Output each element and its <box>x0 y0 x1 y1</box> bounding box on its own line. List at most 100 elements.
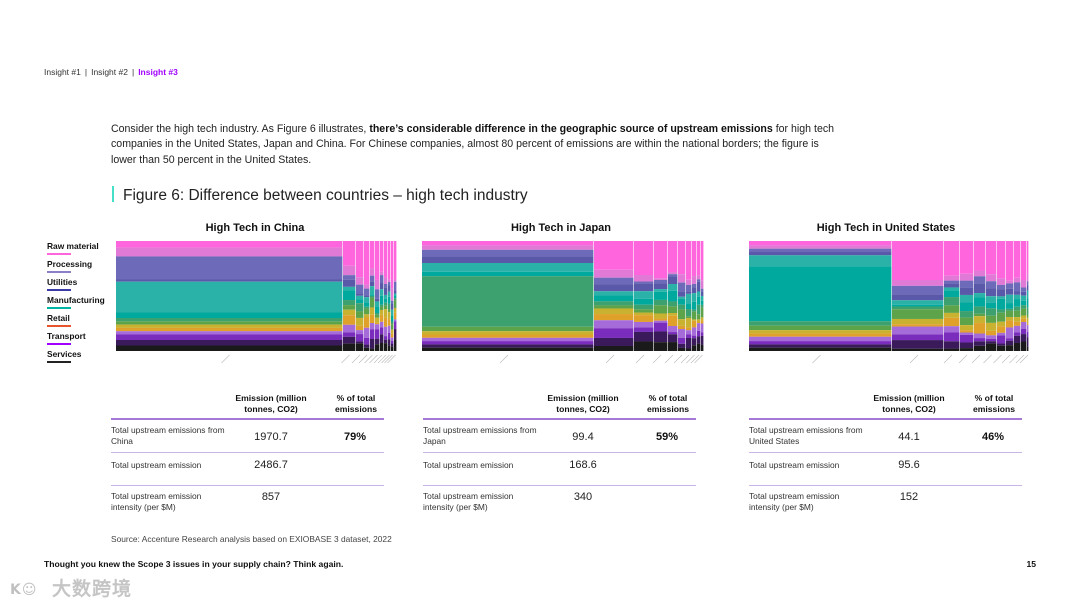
row-emission: 2486.7 <box>254 459 288 471</box>
breadcrumb-insight-3[interactable]: Insight #3 <box>138 67 178 77</box>
mekko-segment <box>701 323 704 333</box>
breadcrumb: Insight #1 | Insight #2 | Insight #3 <box>44 67 178 77</box>
mekko-segment <box>892 280 944 286</box>
mekko-segment <box>594 284 634 292</box>
row-pct: 79% <box>343 431 367 443</box>
mekko-segment <box>364 344 370 348</box>
row-emission: 152 <box>899 491 919 503</box>
mekko-chart-united-states <box>749 241 1029 364</box>
mekko-segment <box>974 345 986 351</box>
mekko-segment <box>594 291 634 296</box>
divider <box>749 452 1022 453</box>
legend-item-processing: Processing <box>47 259 105 277</box>
mekko-segment <box>692 338 697 346</box>
row-label: Total upstream emissions from Japan <box>423 425 537 446</box>
mekko-segment <box>654 318 668 321</box>
mekko-segment <box>634 291 654 299</box>
mekko-segment <box>116 345 343 351</box>
mekko-segment <box>974 276 986 284</box>
mekko-segment <box>986 315 997 323</box>
mekko-segment <box>394 319 397 322</box>
mekko-segment <box>686 327 692 331</box>
legend-label: Retail <box>47 313 70 323</box>
mekko-segment <box>391 324 394 330</box>
mekko-segment <box>391 241 394 289</box>
mekko-segment <box>1014 277 1021 283</box>
mekko-segment <box>997 298 1006 310</box>
row-emission: 44.1 <box>898 431 920 443</box>
mekko-segment <box>697 296 701 305</box>
mekko-segment <box>594 314 634 321</box>
mekko-segment <box>892 241 944 281</box>
mekko-segment <box>356 295 364 300</box>
header-emission: Emission (million tonnes, CO2) <box>547 393 619 414</box>
mekko-segment <box>960 287 974 295</box>
mekko-segment <box>749 248 892 252</box>
mekko-segment <box>997 241 1006 279</box>
mekko-segment <box>697 281 701 292</box>
mekko-segment <box>944 348 960 351</box>
mekko-tick <box>943 354 953 364</box>
header-emission: Emission (million tonnes, CO2) <box>235 393 307 414</box>
mekko-tick <box>499 354 509 364</box>
mekko-segment <box>1021 305 1027 309</box>
mekko-segment <box>343 279 356 287</box>
mekko-segment <box>391 337 394 341</box>
mekko-segment <box>974 323 986 334</box>
mekko-segment <box>422 341 594 345</box>
mekko-segment <box>594 295 634 302</box>
mekko-segment <box>668 325 678 333</box>
mekko-segment <box>343 315 356 325</box>
mekko-segment <box>654 322 668 332</box>
mekko-segment <box>1027 298 1029 308</box>
breadcrumb-insight-2[interactable]: Insight #2 <box>91 67 128 77</box>
mekko-segment <box>668 272 678 275</box>
mekko-tick <box>377 354 387 364</box>
mekko-segment <box>343 324 356 333</box>
watermark: K☺ 大数跨境 <box>10 574 132 601</box>
mekko-segment <box>944 287 960 291</box>
legend-label: Services <box>47 349 82 359</box>
mekko-segment <box>116 331 343 335</box>
mekko-segment <box>388 279 391 283</box>
mekko-segment <box>634 315 654 322</box>
mekko-segment <box>1006 294 1014 304</box>
mekko-segment <box>634 281 654 284</box>
mekko-segment <box>986 343 997 351</box>
legend-swatch <box>47 343 71 345</box>
mekko-segment <box>364 297 370 303</box>
legend-label: Transport <box>47 331 86 341</box>
mekko-segment <box>692 287 697 294</box>
mekko-segment <box>116 312 343 318</box>
mekko-segment <box>749 255 892 267</box>
mekko-segment <box>391 315 394 322</box>
mekko-segment <box>384 241 388 278</box>
mekko-segment <box>1014 241 1021 278</box>
mekko-segment <box>997 309 1006 313</box>
mekko-segment <box>391 321 394 325</box>
mekko-segment <box>343 300 356 306</box>
mekko-segment <box>380 283 384 290</box>
mekko-segment <box>701 317 704 321</box>
mekko-segment <box>686 241 692 280</box>
mekko-segment <box>974 293 986 298</box>
mekko-segment <box>391 329 394 334</box>
mekko-segment <box>380 321 384 328</box>
mekko-segment <box>654 279 668 284</box>
mekko-segment <box>375 314 380 318</box>
mekko-segment <box>388 296 391 304</box>
mekko-segment <box>892 340 944 349</box>
mekko-segment <box>356 303 364 312</box>
breadcrumb-separator: | <box>131 67 135 77</box>
mekko-segment <box>997 332 1006 336</box>
mekko-segment <box>356 284 364 294</box>
breadcrumb-insight-1[interactable]: Insight #1 <box>44 67 81 77</box>
row-pct: 46% <box>981 431 1005 443</box>
mekko-segment <box>370 329 375 339</box>
mekko-segment <box>384 305 388 310</box>
mekko-segment <box>697 241 701 276</box>
mekko-segment <box>422 344 594 348</box>
mekko-segment <box>634 341 654 351</box>
mekko-segment <box>364 284 370 289</box>
mekko-segment <box>986 302 997 309</box>
